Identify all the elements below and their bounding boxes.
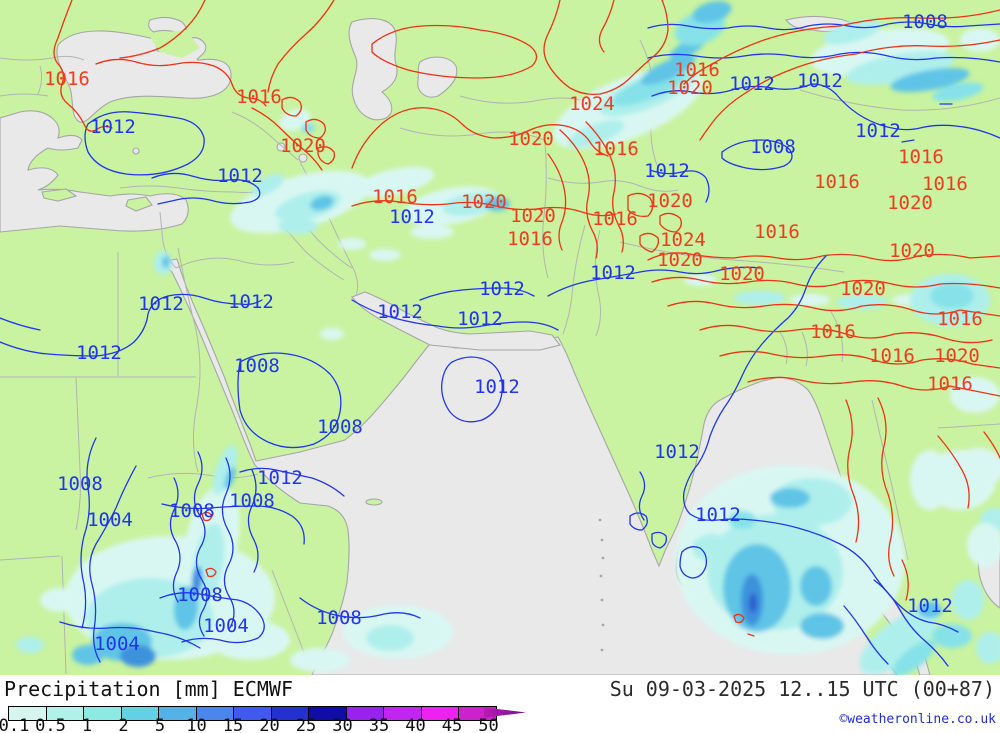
precipitation-shading bbox=[16, 1, 1000, 675]
persian-gulf bbox=[351, 291, 561, 351]
lake-van bbox=[276, 142, 286, 152]
legend-segment bbox=[196, 707, 234, 720]
legend-value-40: 40 bbox=[405, 716, 426, 733]
crete bbox=[41, 188, 78, 202]
legend-segment bbox=[46, 707, 84, 720]
legend-segment bbox=[421, 707, 459, 720]
legend-segment bbox=[84, 707, 122, 720]
legend-value-45: 45 bbox=[441, 716, 463, 733]
map-canvas bbox=[0, 0, 1000, 675]
legend-value-30: 30 bbox=[332, 716, 353, 733]
isobar-contours-high bbox=[53, 0, 1000, 637]
lake-urmia bbox=[298, 153, 308, 163]
crimea bbox=[148, 30, 200, 58]
legend-value-35: 35 bbox=[368, 716, 390, 733]
legend-segment bbox=[384, 707, 422, 720]
legend-value-50: 50 bbox=[478, 716, 499, 733]
legend-value-25: 25 bbox=[295, 716, 317, 733]
legend-segment bbox=[309, 707, 347, 720]
legend-title: Precipitation [mm] ECMWF bbox=[4, 677, 293, 701]
legend-value-0.5: 0.5 bbox=[35, 716, 66, 733]
legend-value-5: 5 bbox=[154, 716, 166, 733]
legend-value-20: 20 bbox=[259, 716, 280, 733]
legend-segment bbox=[346, 707, 384, 720]
legend-value-2: 2 bbox=[118, 716, 129, 733]
isobar-contours-low bbox=[0, 21, 1000, 667]
legend-segment bbox=[271, 707, 309, 720]
legend-colorbar bbox=[8, 706, 497, 721]
footer-datetime: Su 09-03-2025 12..15 UTC (00+87) bbox=[609, 677, 995, 701]
legend-segment bbox=[234, 707, 272, 720]
legend-segment bbox=[121, 707, 159, 720]
legend-value-0.1: 0.1 bbox=[0, 716, 30, 733]
legend-value-1: 1 bbox=[81, 716, 93, 733]
legend-segment bbox=[159, 707, 197, 720]
aral-sea bbox=[417, 56, 458, 98]
cyprus bbox=[125, 196, 153, 212]
lake-tuz bbox=[132, 147, 140, 155]
map-region: 1012 1012 1012 1012 1012 1012 1008 1012 1008 1012… bbox=[0, 0, 1000, 675]
legend-value-15: 15 bbox=[222, 716, 244, 733]
legend-value-10: 10 bbox=[186, 716, 207, 733]
socotra bbox=[365, 498, 383, 506]
legend-segment bbox=[9, 707, 47, 720]
copyright-text: ©weatheronline.co.uk bbox=[839, 712, 996, 727]
legend-overflow-arrow bbox=[484, 707, 526, 718]
